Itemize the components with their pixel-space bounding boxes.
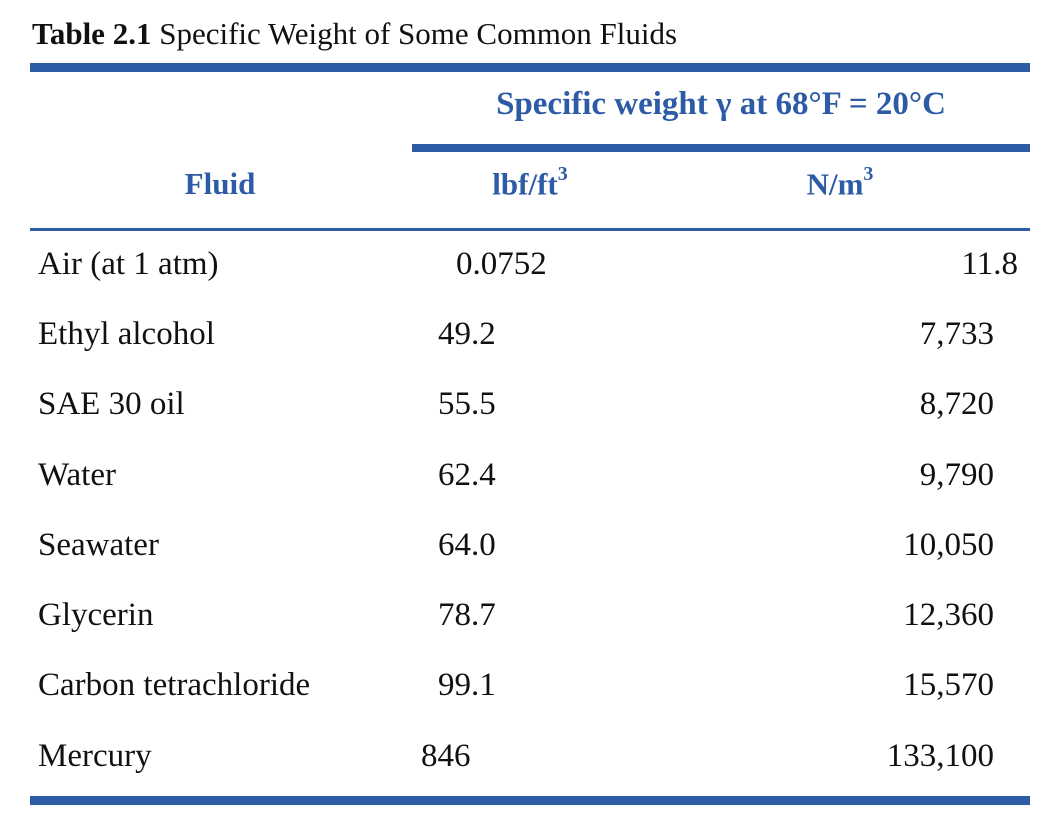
nm-value-cell: 133,100 <box>886 738 994 774</box>
spanner-rule <box>412 144 1030 152</box>
nm-value-cell: 15,570 <box>903 667 994 703</box>
fluid-cell: Mercury <box>38 738 152 774</box>
table-number: Table 2.1 <box>32 16 152 51</box>
nm-value-cell: 10,050 <box>903 527 994 563</box>
table-row: SAE 30 oil 55.5 8,720 <box>0 386 1062 436</box>
fluid-column-header: Fluid <box>184 166 256 201</box>
fluid-cell: Seawater <box>38 527 159 563</box>
nm-value-cell: 7,733 <box>919 316 994 352</box>
table-row: Ethyl alcohol 49.2 7,733 <box>0 316 1062 366</box>
table-title: Specific Weight of Some Common Fluids <box>159 16 678 51</box>
lbf-value-cell: 99.1 <box>438 667 496 703</box>
fluid-cell: Air (at 1 atm) <box>38 246 219 282</box>
nm-value-cell: 12,360 <box>903 597 994 633</box>
table-row: Water 62.4 9,790 <box>0 457 1062 507</box>
bottom-rule <box>30 796 1030 805</box>
lbf-value-cell: 846 <box>421 738 471 774</box>
specific-weight-header: Specific weight γ at 68°F = 20°C <box>496 86 946 122</box>
lbf-value-cell: 64.0 <box>438 527 496 563</box>
lbf-value-cell: 49.2 <box>438 316 496 352</box>
table-row: Mercury 846 133,100 <box>0 738 1062 788</box>
nm-value-cell: 8,720 <box>919 386 994 422</box>
fluid-cell: Carbon tetrachloride <box>38 667 311 703</box>
top-rule <box>30 63 1030 72</box>
nm-unit-text: N/m <box>806 166 864 202</box>
lbf-unit-exponent: 3 <box>557 163 568 185</box>
fluid-cell: SAE 30 oil <box>38 386 185 422</box>
nm-unit-exponent: 3 <box>863 163 874 185</box>
lbf-unit-text: lbf/ft <box>492 166 558 202</box>
nm-value-cell: 11.8 <box>961 246 1018 282</box>
fluid-cell: Glycerin <box>38 597 154 633</box>
table-row: Air (at 1 atm) 0.0752 11.8 <box>0 246 1062 296</box>
lbf-column-header: lbf/ft3 <box>430 163 630 202</box>
fluid-cell: Ethyl alcohol <box>38 316 215 352</box>
lbf-value-cell: 55.5 <box>438 386 496 422</box>
nm-column-header: N/m3 <box>740 163 940 202</box>
lbf-value-cell: 62.4 <box>438 457 496 493</box>
lbf-value-cell: 0.0752 <box>456 246 547 282</box>
table-caption: Table 2.1 Specific Weight of Some Common… <box>32 16 677 52</box>
lbf-value-cell: 78.7 <box>438 597 496 633</box>
fluid-cell: Water <box>38 457 116 493</box>
table-row: Glycerin 78.7 12,360 <box>0 597 1062 647</box>
header-rule <box>30 228 1030 231</box>
table-row: Seawater 64.0 10,050 <box>0 527 1062 577</box>
table-row: Carbon tetrachloride 99.1 15,570 <box>0 667 1062 717</box>
nm-value-cell: 9,790 <box>919 457 994 493</box>
